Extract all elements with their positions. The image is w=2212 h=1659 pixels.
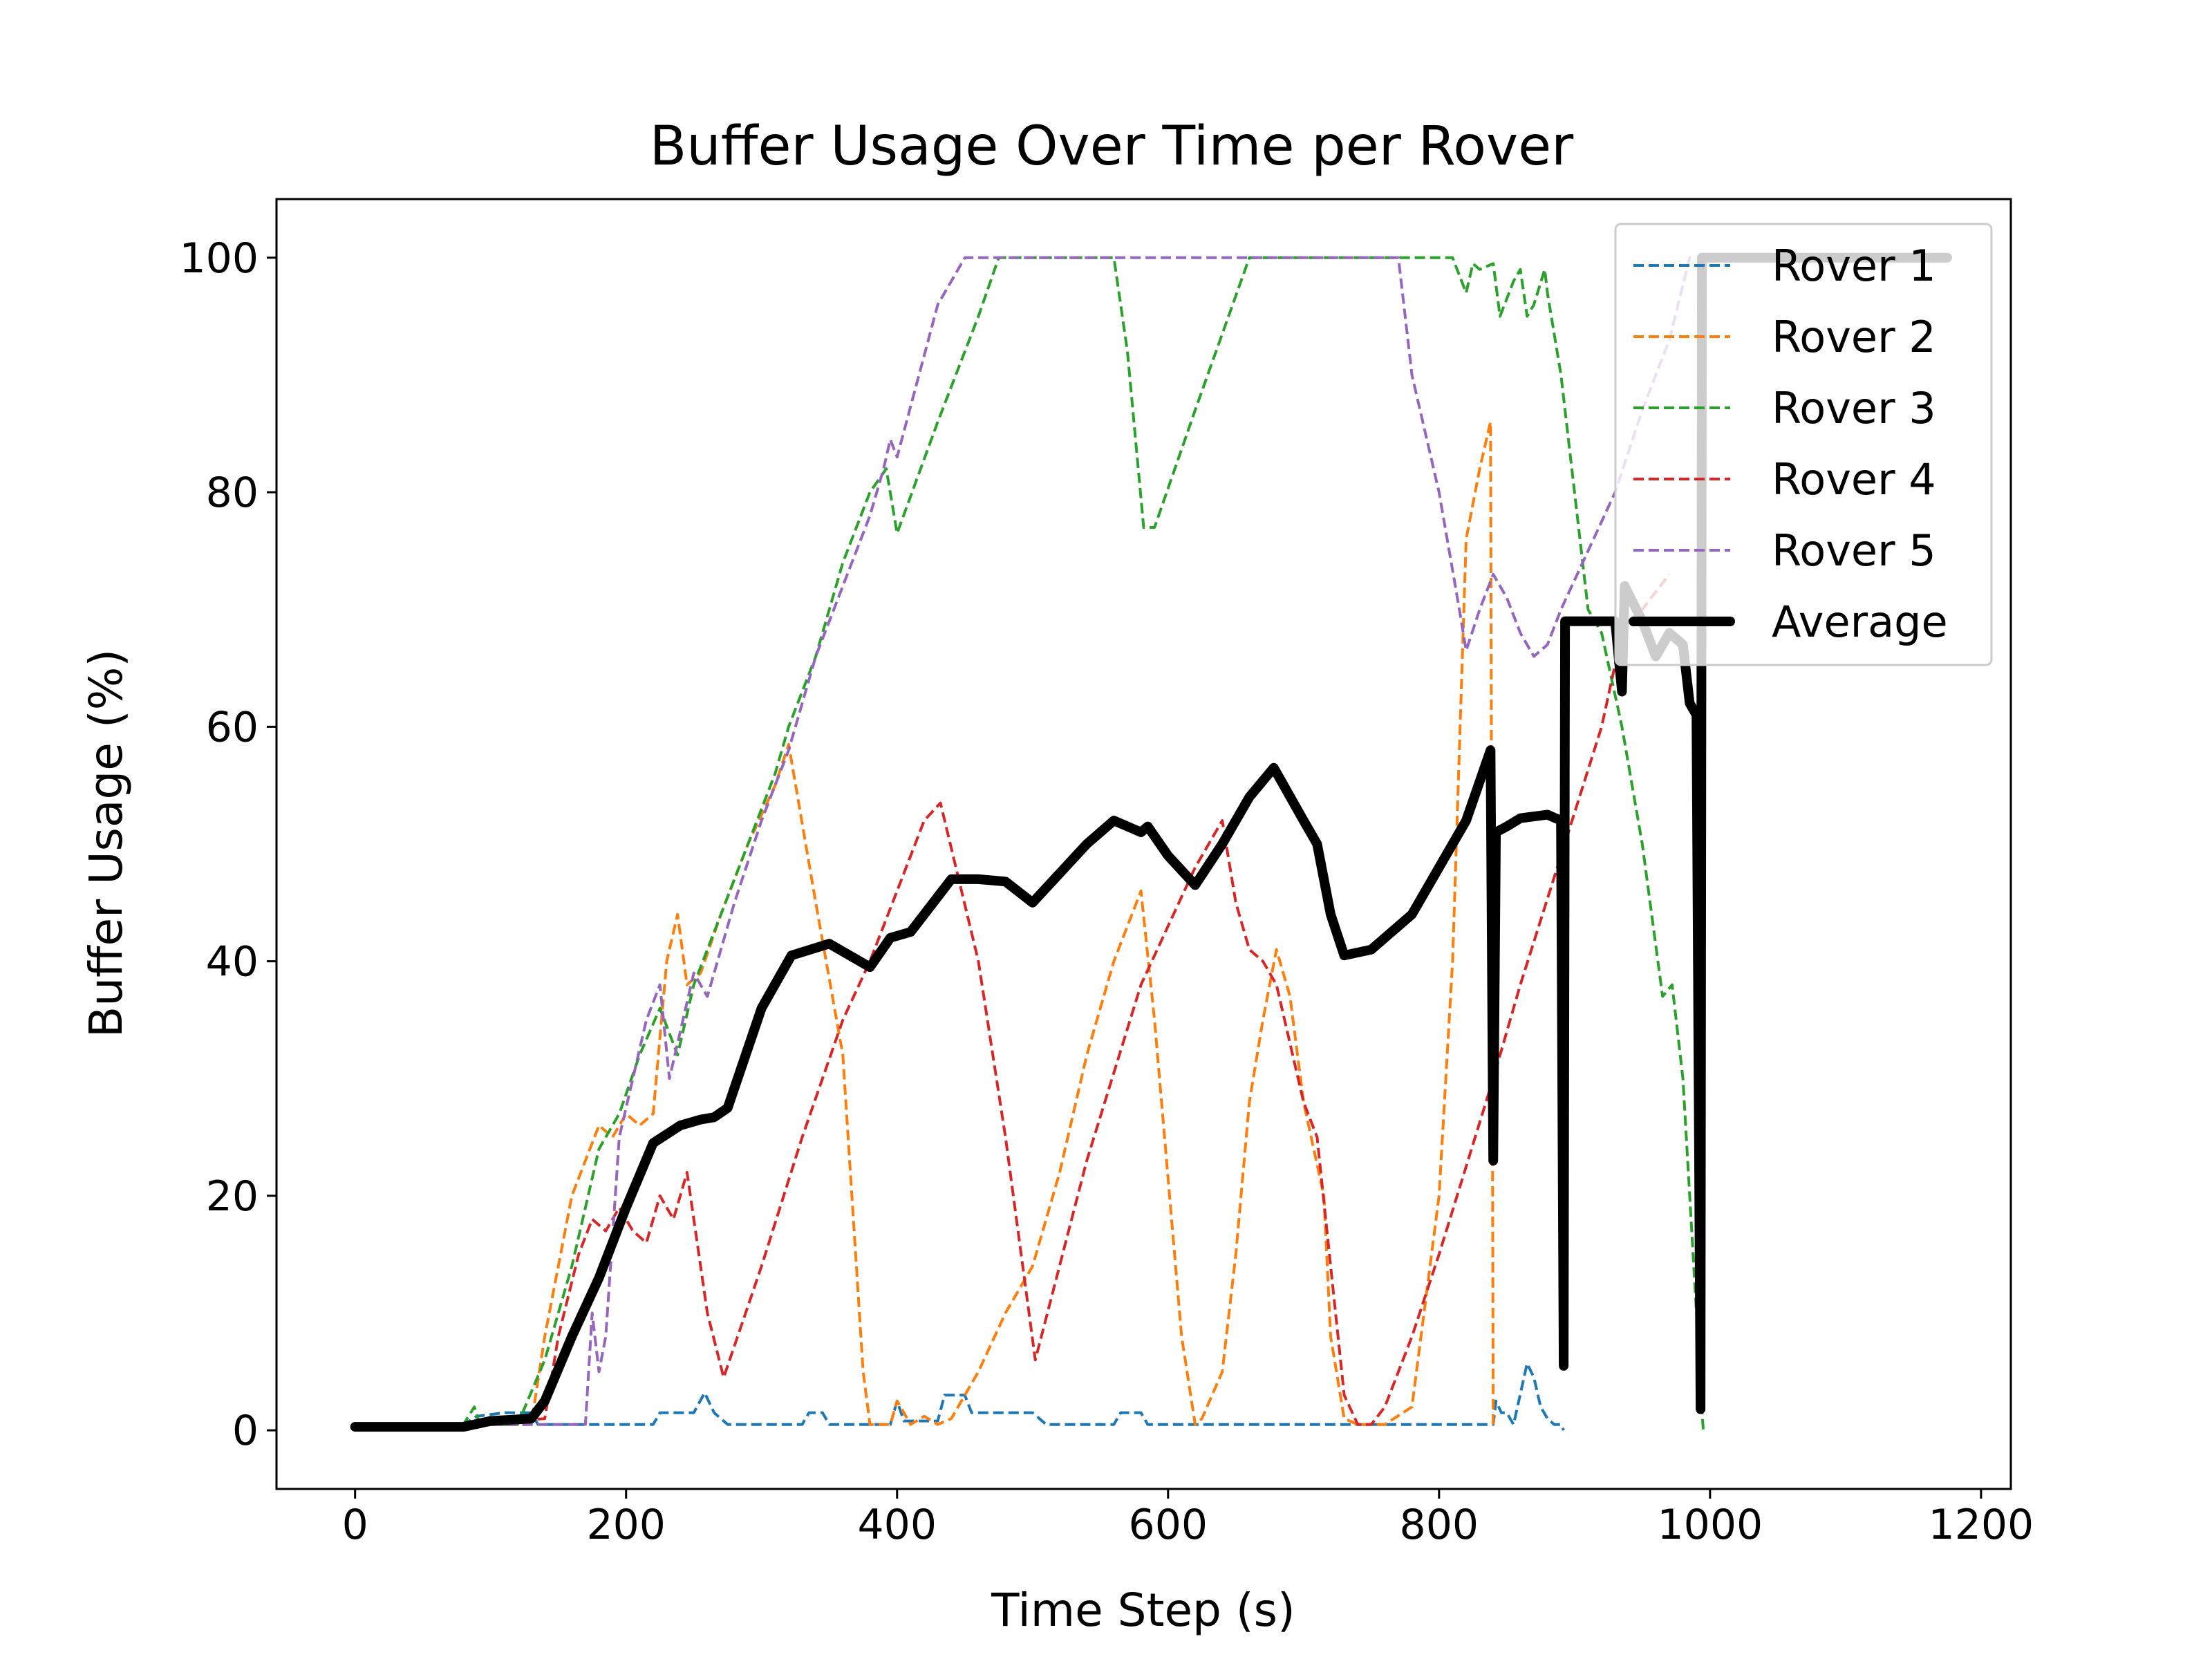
x-tick-label: 1000	[1657, 1501, 1763, 1549]
series-line-rover-4	[355, 573, 1671, 1426]
y-tick-label: 20	[206, 1172, 259, 1221]
y-tick-label: 80	[206, 469, 259, 517]
y-tick-label: 60	[206, 703, 259, 751]
series-line-rover-2	[355, 420, 1495, 1426]
legend-label: Rover 3	[1772, 383, 1936, 433]
y-tick-label: 40	[206, 938, 259, 986]
legend-label: Rover 1	[1772, 241, 1936, 291]
x-tick-label: 1200	[1929, 1501, 2034, 1549]
x-tick-label: 200	[586, 1501, 666, 1549]
chart-title: Buffer Usage Over Time per Rover	[650, 115, 1574, 178]
x-tick-label: 800	[1400, 1501, 1479, 1549]
y-axis-label: Buffer Usage (%)	[79, 649, 133, 1038]
x-tick-label: 600	[1129, 1501, 1208, 1549]
plot-area-frame	[275, 198, 2012, 1490]
legend-label: Average	[1772, 597, 1948, 647]
x-tick-label: 0	[342, 1501, 368, 1549]
legend-label: Rover 5	[1772, 525, 1936, 576]
series-line-rover-5	[355, 256, 1697, 1426]
x-tick-label: 400	[857, 1501, 937, 1549]
y-axis: 0 20 40 60 80 100	[179, 234, 276, 1455]
legend: Rover 1 Rover 2 Rover 3 Rover 4 Rover 5 Avera…	[1614, 223, 1993, 666]
legend-label: Rover 2	[1772, 312, 1936, 362]
x-axis: 0 200 400 600 800 1000 1200	[342, 1489, 2034, 1549]
y-tick-label: 100	[179, 234, 259, 283]
x-axis-label: Time Step (s)	[991, 1584, 1295, 1637]
legend-label: Rover 4	[1772, 454, 1936, 505]
y-tick-label: 0	[232, 1407, 259, 1455]
legend-box	[1614, 223, 1993, 666]
series-line-rover-3	[355, 256, 1705, 1431]
series-line-rover-1	[355, 1362, 1565, 1432]
